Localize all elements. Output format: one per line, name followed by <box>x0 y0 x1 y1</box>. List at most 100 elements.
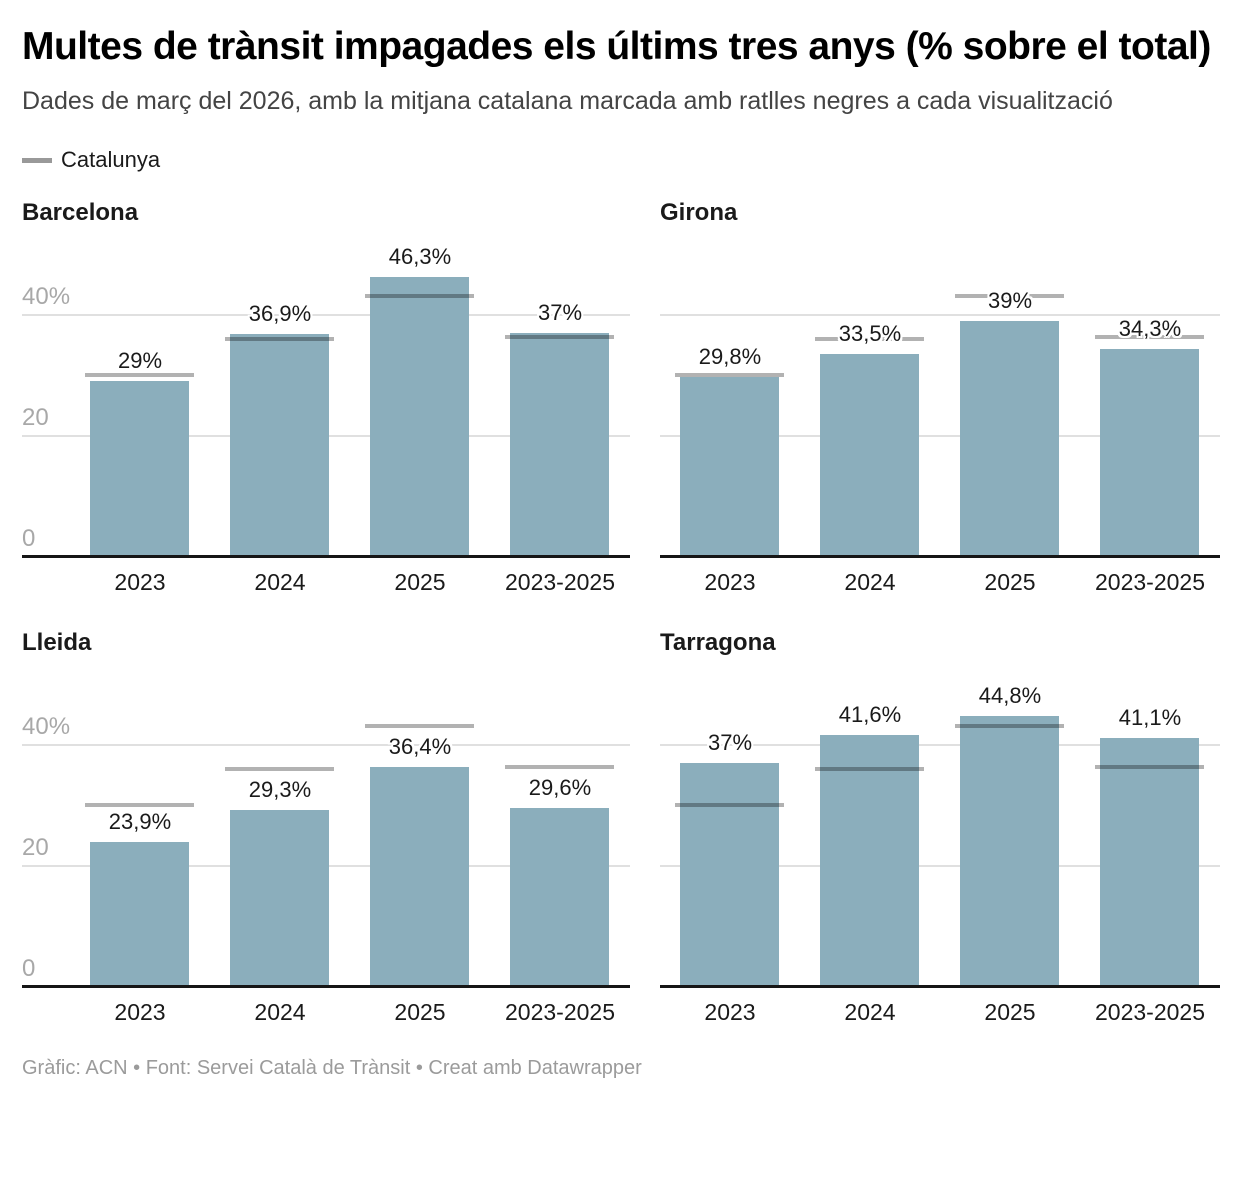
catalunya-average-line-2023 <box>85 372 194 377</box>
x-axis-baseline <box>22 985 630 989</box>
x-axis-baseline <box>22 555 630 559</box>
bar-2024 <box>230 333 329 558</box>
y-tick-label: 20 <box>22 404 49 432</box>
gridline-20 <box>660 435 1220 438</box>
value-label: 36,4% <box>388 733 452 759</box>
catalunya-average-line-2025 <box>365 724 474 729</box>
y-tick-label: 40% <box>22 712 71 740</box>
x-axis-label-2023: 2023 <box>704 999 756 1026</box>
x-axis-label-2023: 2023 <box>704 569 756 596</box>
value-label: 39% <box>987 287 1033 313</box>
bar-2023 <box>90 842 189 988</box>
panel-title-lleida: Lleida <box>22 629 92 657</box>
bar-2025 <box>960 320 1059 558</box>
y-tick-label: 0 <box>22 525 36 553</box>
catalunya-average-line-2024 <box>815 767 924 772</box>
catalunya-average-line-2024 <box>225 767 334 772</box>
value-label: 44,8% <box>978 682 1042 708</box>
x-axis-label-2025: 2025 <box>984 569 1036 596</box>
plot-area-lleida: 0 20 40% 23,9% 29,3% 36,4% 29,6% <box>22 672 630 989</box>
bar-2025 <box>960 715 1059 988</box>
footer-credit: Gràfic: ACN • Font: Servei Català de Trà… <box>22 1057 642 1080</box>
bar-2023 <box>90 381 189 558</box>
value-label: 46,3% <box>388 243 452 269</box>
catalunya-average-line-2023-2025 <box>1095 764 1204 769</box>
bar-2023 <box>680 762 779 988</box>
gridline-40 <box>22 313 630 316</box>
x-axis-baseline <box>660 985 1220 989</box>
catalunya-average-line-2023-2025 <box>505 334 614 339</box>
value-label: 29,8% <box>698 343 762 369</box>
plot-area-tarragona: 37% 41,6% 44,8% 41,1% <box>660 672 1220 989</box>
bar-2024 <box>820 735 919 988</box>
catalunya-line-swatch <box>22 157 52 163</box>
x-axis-labels: 2023 2024 2025 2023-2025 <box>22 557 630 599</box>
chart-panel-girona: Girona 29,8% 33,5% 39% 34,3% 2023 2024 2025 2023… <box>660 199 1220 599</box>
panel-title-barcelona: Barcelona <box>22 199 139 227</box>
x-axis-label-2024: 2024 <box>844 569 896 596</box>
bar-2024 <box>820 354 919 558</box>
x-axis-label-2023: 2023 <box>114 569 166 596</box>
value-label: 29,6% <box>528 774 592 800</box>
gridline-40 <box>660 313 1220 316</box>
value-label: 34,3% <box>1118 316 1182 342</box>
value-label: 29,3% <box>248 776 312 802</box>
x-axis-labels: 2023 2024 2025 2023-2025 <box>660 987 1220 1029</box>
x-axis-labels: 2023 2024 2025 2023-2025 <box>22 987 630 1029</box>
plot-area-barcelona: 0 20 40% 29% 36,9% 46,3% 37% <box>22 242 630 559</box>
page-subtitle: Dades de març del 2026, amb la mitjana c… <box>22 86 1113 115</box>
y-tick-label: 0 <box>22 955 36 983</box>
panel-title-tarragona: Tarragona <box>660 629 776 657</box>
catalunya-average-line-2023-2025 <box>1095 334 1204 339</box>
bar-2023-2025 <box>510 332 609 558</box>
bar-2023-2025 <box>510 807 609 988</box>
bar-2023-2025 <box>1100 738 1199 988</box>
catalunya-average-line-2023 <box>85 802 194 807</box>
value-label: 41,6% <box>838 702 902 728</box>
value-label: 37% <box>537 299 583 325</box>
catalunya-average-line-2025 <box>955 724 1064 729</box>
x-axis-label-2024: 2024 <box>254 569 306 596</box>
bar-2025 <box>370 276 469 558</box>
y-tick-label: 40% <box>22 282 71 310</box>
x-axis-label-2023-2025: 2023-2025 <box>505 999 615 1026</box>
bar-2024 <box>230 809 329 988</box>
gridline-40 <box>22 743 630 746</box>
catalunya-average-line-2023 <box>675 372 784 377</box>
legend: Catalunya <box>22 147 1218 173</box>
x-axis-label-2024: 2024 <box>254 999 306 1026</box>
bar-2023 <box>680 376 779 558</box>
x-axis-label-2023: 2023 <box>114 999 166 1026</box>
x-axis-label-2023-2025: 2023-2025 <box>1095 569 1205 596</box>
catalunya-average-line-2024 <box>815 337 924 342</box>
page-title: Multes de trànsit impagades els últims t… <box>22 25 1211 68</box>
catalunya-average-line-2025 <box>365 294 474 299</box>
chart-panel-lleida: Lleida 0 20 40% 23,9% 29,3% 36,4% 29,6% 2023 2024… <box>22 629 630 1029</box>
value-label: 29% <box>117 348 163 374</box>
x-axis-label-2025: 2025 <box>984 999 1036 1026</box>
gridline-40 <box>660 743 1220 746</box>
x-axis-label-2024: 2024 <box>844 999 896 1026</box>
y-tick-label: 20 <box>22 834 49 862</box>
chart-panel-barcelona: Barcelona 0 20 40% 29% 36,9% 46,3% 37% 2023 2024 2… <box>22 199 630 599</box>
catalunya-average-line-2023 <box>675 802 784 807</box>
catalunya-average-line-2025 <box>955 294 1064 299</box>
x-axis-label-2023-2025: 2023-2025 <box>1095 999 1205 1026</box>
x-axis-label-2025: 2025 <box>394 569 446 596</box>
bar-2025 <box>370 766 469 988</box>
value-label: 33,5% <box>838 321 902 347</box>
legend-label: Catalunya <box>61 147 161 173</box>
catalunya-average-line-2023-2025 <box>505 764 614 769</box>
x-axis-baseline <box>660 555 1220 559</box>
x-axis-label-2023-2025: 2023-2025 <box>505 569 615 596</box>
x-axis-label-2025: 2025 <box>394 999 446 1026</box>
charts-grid: Barcelona 0 20 40% 29% 36,9% 46,3% 37% 2023 2024 2… <box>22 199 1220 1029</box>
value-label: 41,1% <box>1118 705 1182 731</box>
catalunya-average-line-2024 <box>225 337 334 342</box>
panel-title-girona: Girona <box>660 199 738 227</box>
x-axis-labels: 2023 2024 2025 2023-2025 <box>660 557 1220 599</box>
value-label: 37% <box>707 729 753 755</box>
value-label: 36,9% <box>248 300 312 326</box>
plot-area-girona: 29,8% 33,5% 39% 34,3% <box>660 242 1220 559</box>
chart-panel-tarragona: Tarragona 37% 41,6% 44,8% 41,1% 2023 2024 2025 2… <box>660 629 1220 1029</box>
